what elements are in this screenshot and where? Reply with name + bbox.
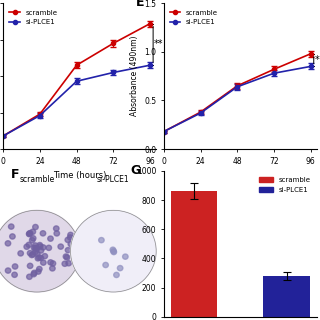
Circle shape [37,244,43,249]
Circle shape [42,253,48,259]
Circle shape [58,244,63,249]
Circle shape [30,229,36,234]
Circle shape [36,255,42,260]
Circle shape [70,210,156,292]
Legend: scramble, si-PLCE1: scramble, si-PLCE1 [256,174,313,196]
Circle shape [117,266,123,271]
Circle shape [5,241,11,246]
Circle shape [31,270,37,276]
Circle shape [71,244,76,249]
Circle shape [35,251,40,256]
Circle shape [35,246,40,251]
Circle shape [33,245,38,251]
Circle shape [27,231,32,236]
Circle shape [0,210,80,292]
Text: **: ** [154,39,164,49]
Circle shape [111,249,116,254]
Circle shape [54,231,60,236]
Circle shape [29,237,35,243]
Circle shape [27,251,33,256]
Circle shape [38,255,44,260]
X-axis label: Time (hours): Time (hours) [53,171,106,180]
Circle shape [5,268,11,273]
Bar [171,191,217,317]
Circle shape [50,261,56,266]
Circle shape [31,272,36,277]
Legend: scramble, si-PLCE1: scramble, si-PLCE1 [7,7,60,28]
Circle shape [114,272,119,277]
Circle shape [28,230,33,236]
Circle shape [33,243,38,248]
Circle shape [24,244,29,249]
Circle shape [30,252,36,257]
Circle shape [27,274,32,279]
Circle shape [66,261,71,266]
Text: *: * [315,55,319,65]
Circle shape [64,255,70,260]
Circle shape [27,231,32,237]
Circle shape [103,262,108,268]
Circle shape [99,237,104,243]
Circle shape [63,254,69,259]
Circle shape [38,248,44,253]
Circle shape [40,245,46,250]
Circle shape [50,266,55,271]
Circle shape [33,246,38,252]
Circle shape [36,269,41,274]
Circle shape [12,264,18,269]
Circle shape [40,231,46,236]
Circle shape [68,232,73,237]
Circle shape [30,236,36,241]
Circle shape [29,252,35,258]
Circle shape [31,245,37,251]
Circle shape [33,224,38,230]
Circle shape [41,260,46,265]
Text: F: F [11,168,19,181]
Circle shape [123,254,128,259]
Circle shape [65,247,71,253]
Circle shape [27,263,33,268]
Circle shape [35,256,41,261]
X-axis label: Time (hours): Time (hours) [214,171,267,180]
Circle shape [62,261,68,266]
Circle shape [33,250,38,255]
Legend: scramble, si-PLCE1: scramble, si-PLCE1 [167,7,221,28]
Circle shape [68,235,73,240]
Circle shape [26,242,32,247]
Circle shape [8,224,14,229]
Circle shape [65,237,70,243]
Circle shape [12,272,17,277]
Y-axis label: Absorbance (490nm): Absorbance (490nm) [130,36,139,116]
Text: G: G [130,164,140,177]
Circle shape [48,236,53,241]
Text: si-PLCE1: si-PLCE1 [97,175,130,184]
Circle shape [48,260,53,265]
Circle shape [18,251,23,256]
Circle shape [111,249,116,255]
Text: E: E [136,0,145,9]
Text: scramble: scramble [19,175,54,184]
Circle shape [36,266,42,272]
Bar [263,276,310,317]
Circle shape [10,234,15,239]
Circle shape [53,226,59,231]
Circle shape [46,245,52,251]
Circle shape [110,247,116,252]
Circle shape [68,241,74,247]
Circle shape [37,243,43,248]
